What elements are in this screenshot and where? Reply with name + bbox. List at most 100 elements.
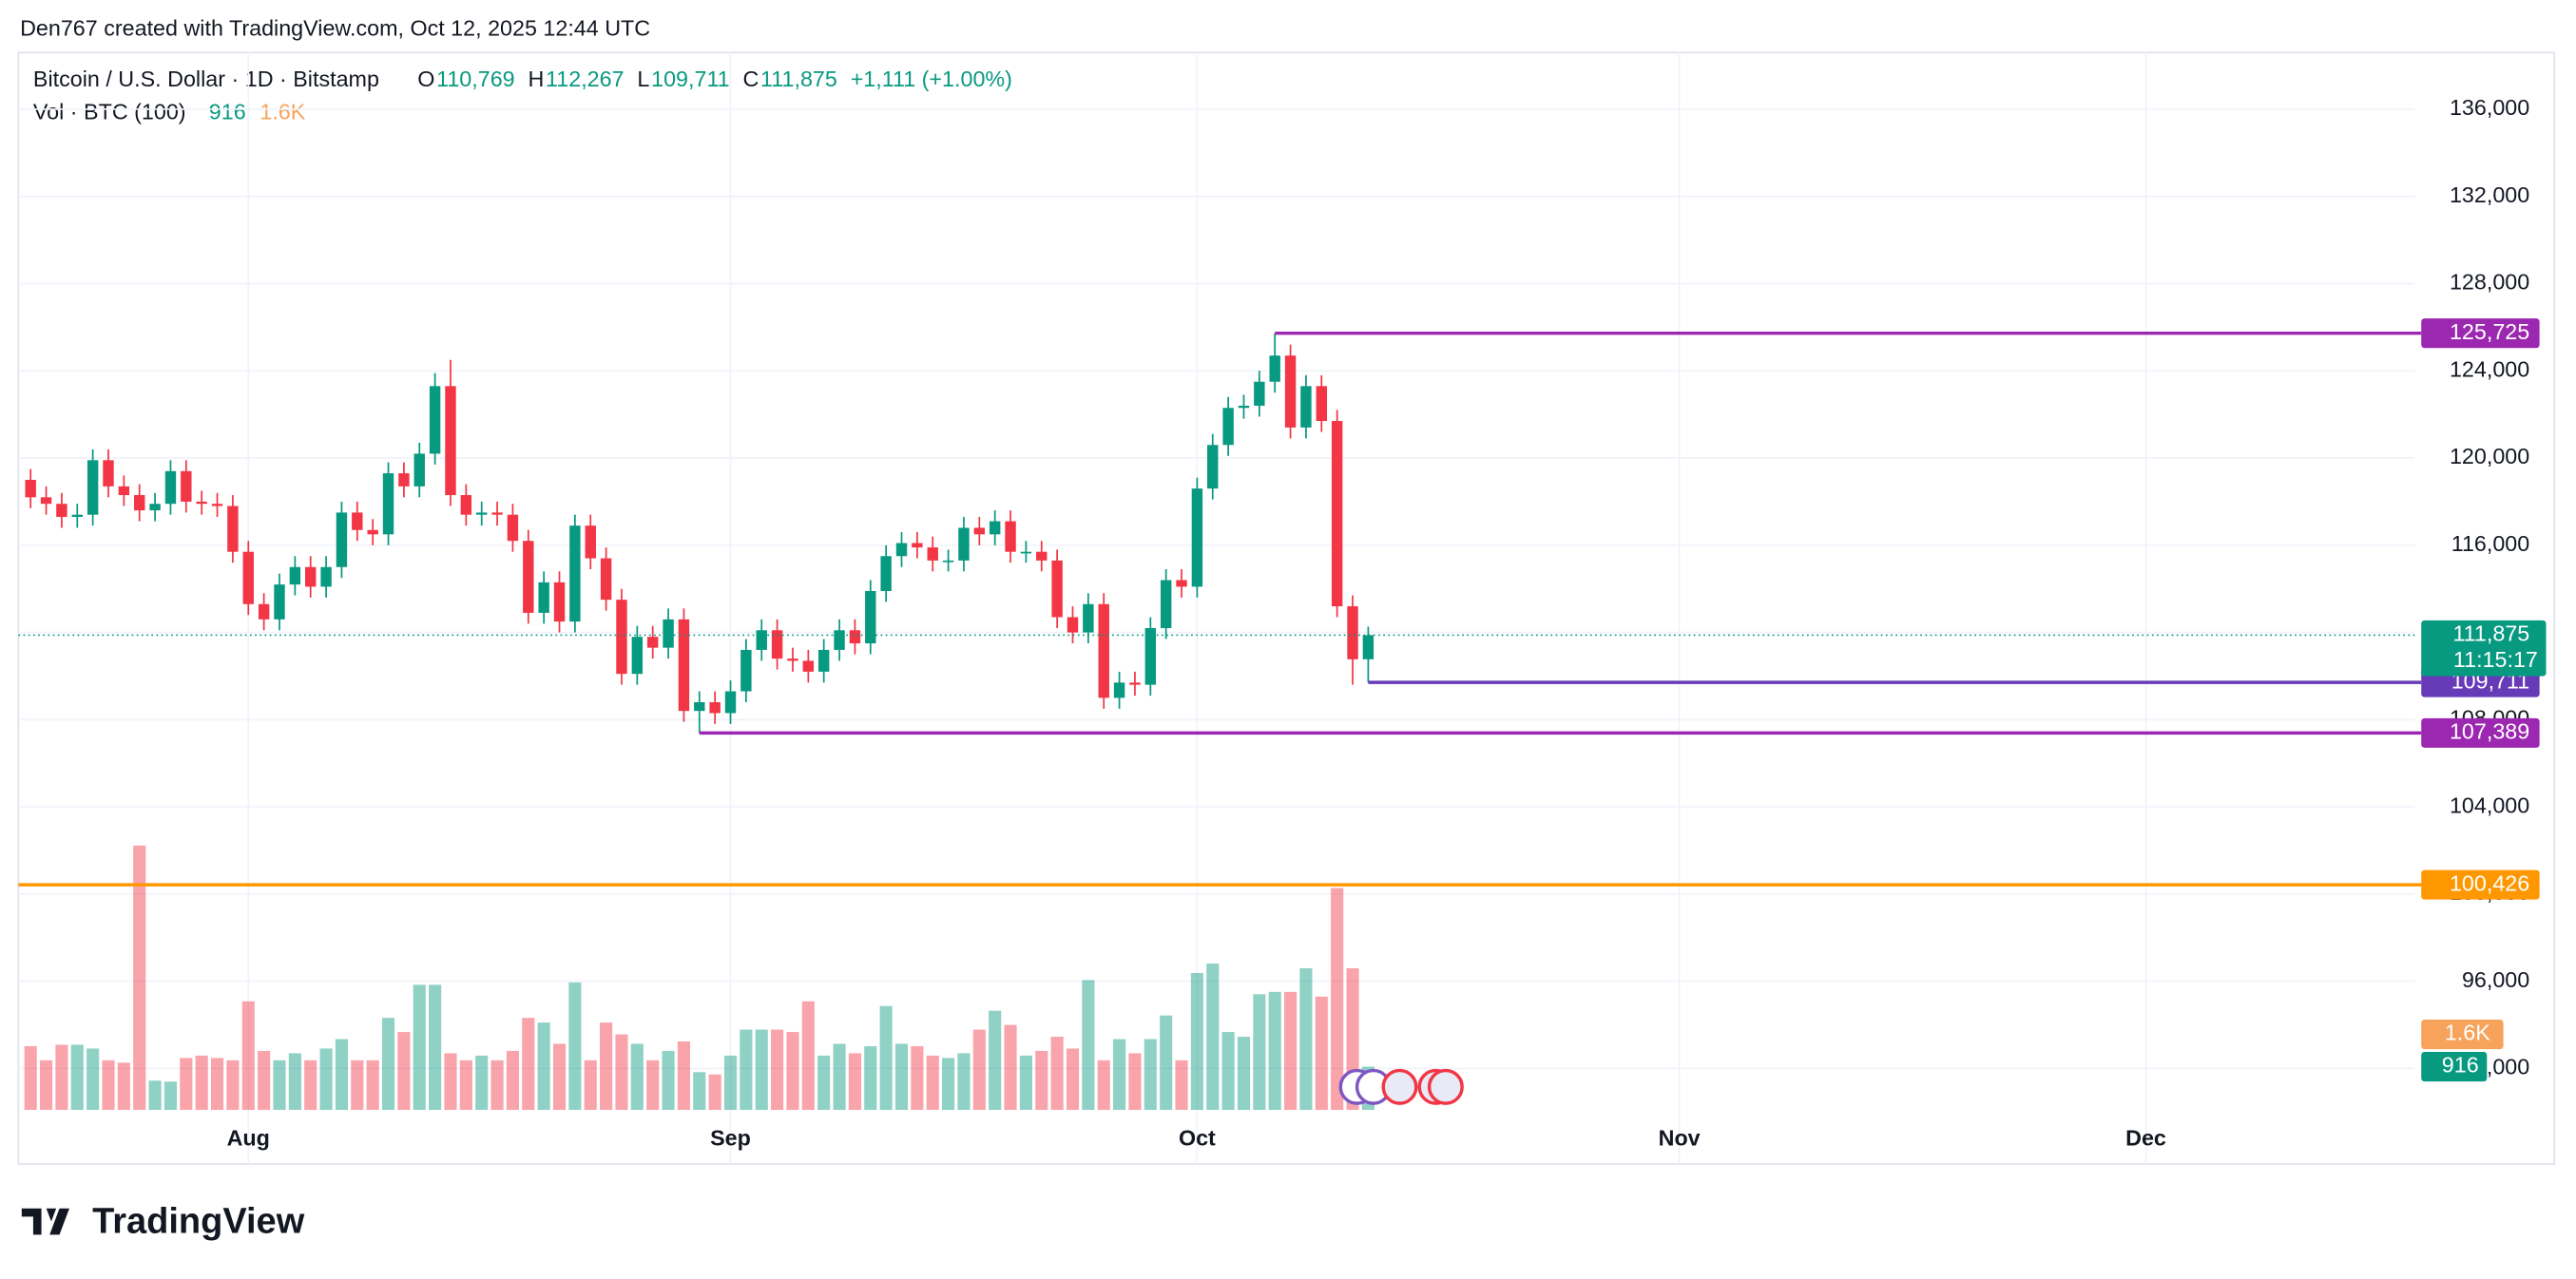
- candle-body: [787, 659, 798, 661]
- volume-bar: [475, 1055, 489, 1111]
- candle-body: [1176, 580, 1187, 587]
- candle-body: [600, 558, 612, 601]
- volume-bar: [646, 1059, 660, 1111]
- volume-bar: [1175, 1059, 1188, 1111]
- candle-body: [491, 512, 503, 515]
- candle-body: [149, 504, 161, 511]
- candle-body: [1067, 617, 1079, 633]
- volume-bar: [1299, 968, 1313, 1111]
- level-label: 100,426: [2450, 870, 2529, 895]
- volume-bar: [708, 1074, 721, 1111]
- ohlc-value: 112,267: [546, 67, 625, 91]
- volume-bar: [833, 1043, 846, 1111]
- volume-bar: [1066, 1048, 1080, 1111]
- candle-body: [134, 495, 145, 511]
- volume-bar: [522, 1018, 535, 1111]
- candle-body: [802, 660, 815, 672]
- volume-bar: [180, 1058, 193, 1111]
- candle-body: [1254, 381, 1265, 406]
- candle-body: [1362, 635, 1375, 659]
- level-label: 107,389: [2450, 719, 2529, 744]
- volume-bar: [70, 1044, 84, 1111]
- candle-body: [1020, 551, 1032, 554]
- candle-body: [973, 527, 986, 535]
- volume-bar: [771, 1029, 784, 1111]
- volume-bar: [848, 1053, 861, 1111]
- volume-bar: [972, 1029, 986, 1111]
- volume-bar: [817, 1055, 831, 1111]
- volume-bar: [210, 1058, 224, 1111]
- volume-bar: [1082, 980, 1095, 1111]
- volume-bar: [459, 1059, 472, 1111]
- ohlc-value: 110,769: [436, 67, 515, 91]
- candle-body: [25, 479, 36, 498]
- volume-bar: [241, 1001, 255, 1111]
- candle-body: [538, 582, 549, 613]
- volume-bar: [1019, 1055, 1032, 1111]
- volume-bar: [163, 1081, 178, 1111]
- ohlc-key: C: [742, 67, 759, 91]
- candle-body: [320, 566, 332, 587]
- logo: TradingView: [21, 1201, 305, 1241]
- candle-body: [523, 541, 534, 613]
- candle-body: [740, 649, 752, 692]
- volume-bar: [366, 1059, 379, 1111]
- volume-bar: [148, 1080, 162, 1111]
- candle-body: [336, 512, 348, 567]
- candle-body: [1113, 682, 1125, 698]
- candle-body: [1191, 488, 1203, 587]
- candle-body: [398, 473, 410, 487]
- volume-bar: [335, 1039, 349, 1111]
- countdown: 11:15:17: [2453, 647, 2538, 672]
- volume-bar: [1144, 1039, 1157, 1111]
- candle-body: [274, 584, 285, 620]
- volume-bar: [630, 1043, 644, 1111]
- volume-bar: [584, 1059, 597, 1111]
- volume-bar: [957, 1053, 971, 1111]
- candle-body: [865, 590, 876, 644]
- candle-body: [771, 630, 783, 659]
- candle-body: [1005, 521, 1016, 552]
- chart-frame: [17, 51, 2556, 1165]
- volume-bar: [258, 1050, 271, 1111]
- candle-body: [211, 504, 223, 506]
- y-tick-label: 124,000: [2450, 356, 2529, 381]
- candle-body: [56, 504, 67, 517]
- y-tick-label: 96,000: [2462, 967, 2529, 992]
- volume-ma-box: [2421, 1019, 2504, 1050]
- last-price-label: 111,875: [2452, 621, 2529, 646]
- event-icon: [1427, 1068, 1464, 1105]
- volume-bar: [693, 1072, 706, 1111]
- y-tick-label: 136,000: [2450, 95, 2529, 120]
- volume-bar: [552, 1043, 567, 1111]
- candle-body: [663, 619, 674, 648]
- candle-body: [817, 649, 830, 672]
- volume-bar: [1284, 991, 1298, 1111]
- volume-bar: [926, 1055, 939, 1111]
- candle-body: [305, 566, 317, 587]
- candle-body: [476, 512, 488, 515]
- volume-bar: [600, 1022, 613, 1111]
- credit: Den767 created with TradingView.com, Oct…: [20, 15, 650, 40]
- volume-bar: [1253, 994, 1266, 1111]
- ohlc-value: 109,711: [651, 67, 730, 91]
- volume-bar: [351, 1059, 364, 1111]
- volume-bar: [490, 1059, 504, 1111]
- candle-body: [227, 506, 239, 552]
- candle-body: [927, 547, 938, 561]
- candle-body: [1347, 606, 1358, 659]
- ohlc-key: O: [417, 67, 434, 91]
- volume-bar: [755, 1029, 768, 1111]
- candle-body: [507, 514, 519, 542]
- volume-title: Vol · BTC (100): [33, 99, 186, 124]
- candle-body: [880, 556, 892, 591]
- volume-bar: [801, 1001, 815, 1111]
- candle-body: [1160, 580, 1172, 628]
- candles: [25, 333, 1375, 734]
- volume-bar: [786, 1032, 799, 1111]
- candle-body: [616, 600, 627, 675]
- candle-body: [958, 527, 970, 561]
- candle-body: [103, 460, 114, 487]
- volume-bar: [429, 984, 442, 1111]
